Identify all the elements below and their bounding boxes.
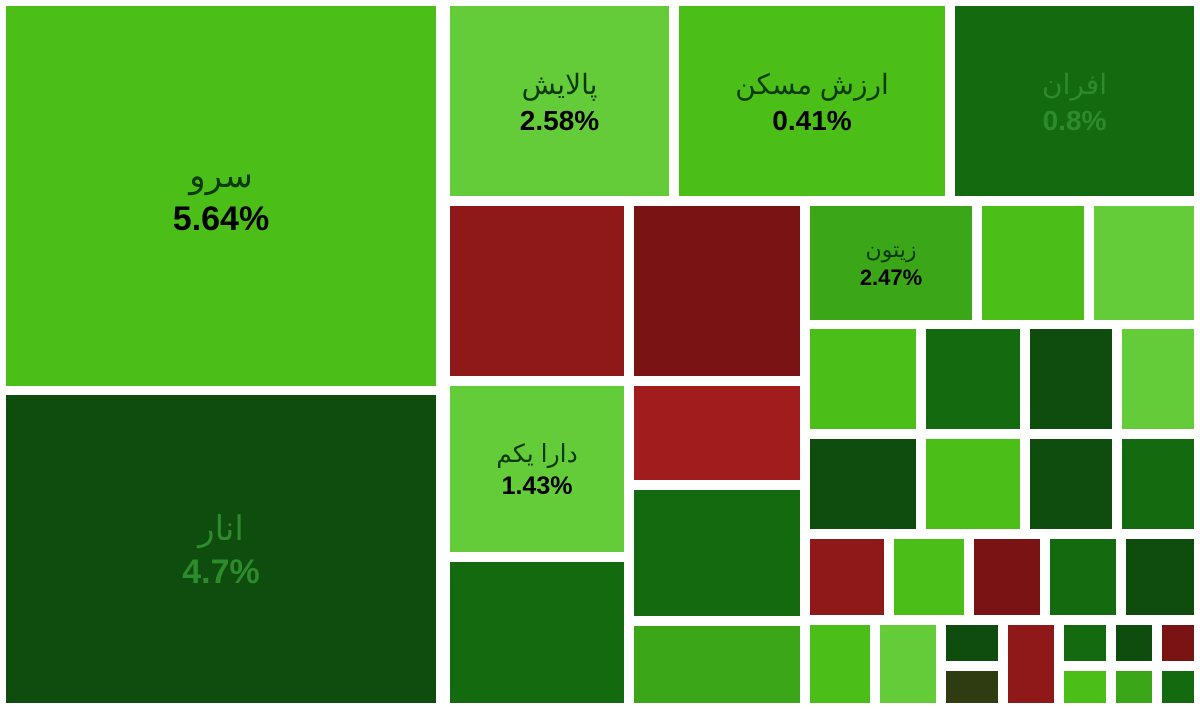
treemap-cell-r5c3b[interactable]: [943, 668, 1001, 706]
treemap-cell-r2b-d[interactable]: [1119, 326, 1197, 432]
treemap-cell-r2c1[interactable]: [447, 203, 627, 379]
treemap-cell-r3c5[interactable]: [1027, 436, 1115, 532]
cell-label: افران: [1042, 65, 1107, 104]
treemap-cell-r3c4[interactable]: [923, 436, 1023, 532]
cell-value: 4.7%: [182, 553, 260, 592]
treemap-cell-afran[interactable]: افران0.8%: [952, 3, 1197, 199]
treemap-cell-r2c5[interactable]: [1091, 203, 1197, 323]
treemap-cell-anar[interactable]: انار4.7%: [3, 392, 439, 706]
treemap-cell-r5c5b[interactable]: [1061, 668, 1109, 706]
cell-label: دارا یکم: [496, 437, 577, 472]
treemap-cell-daraykom[interactable]: دارا یکم1.43%: [447, 383, 627, 555]
cell-value: 1.43%: [502, 472, 573, 501]
treemap-cell-r2c4[interactable]: [979, 203, 1087, 323]
treemap-cell-zeitoon[interactable]: زیتون2.47%: [807, 203, 975, 323]
treemap-cell-r3c3[interactable]: [807, 436, 919, 532]
cell-value: 2.47%: [860, 265, 922, 291]
cell-label: زیتون: [866, 235, 917, 266]
treemap-cell-r5c7[interactable]: [1159, 622, 1197, 664]
treemap-cell-r2b-a[interactable]: [807, 326, 919, 432]
treemap-cell-r4c2[interactable]: [891, 536, 967, 618]
treemap-cell-r4c3[interactable]: [971, 536, 1043, 618]
cell-label: سرو: [189, 153, 253, 201]
cell-value: 5.64%: [173, 200, 269, 239]
treemap-cell-r2b-c[interactable]: [1027, 326, 1115, 432]
treemap-cell-r5c3[interactable]: [943, 622, 1001, 664]
treemap-cell-r3c6[interactable]: [1119, 436, 1197, 532]
cell-label: ارزش مسکن: [735, 65, 889, 104]
treemap-cell-r2c2[interactable]: [631, 203, 803, 379]
treemap-cell-r5c6b[interactable]: [1113, 668, 1155, 706]
treemap-cell-r5c4[interactable]: [1005, 622, 1057, 706]
treemap-cell-r3c2b[interactable]: [631, 487, 803, 619]
treemap-cell-r4c5[interactable]: [1123, 536, 1197, 618]
treemap-cell-r5b[interactable]: [631, 623, 803, 706]
treemap-cell-r2b-b[interactable]: [923, 326, 1023, 432]
cell-value: 0.41%: [772, 105, 851, 137]
treemap-cell-r5c6[interactable]: [1113, 622, 1155, 664]
treemap-cell-r5c5[interactable]: [1061, 622, 1109, 664]
cell-label: انار: [198, 506, 244, 554]
treemap-cell-r4c4[interactable]: [1047, 536, 1119, 618]
treemap-cell-r4c1[interactable]: [807, 536, 887, 618]
treemap-cell-arzesh-maskan[interactable]: ارزش مسکن0.41%: [676, 3, 948, 199]
cell-label: پالایش: [522, 65, 598, 104]
treemap-cell-r5c1[interactable]: [807, 622, 873, 706]
treemap-cell-r5a[interactable]: [447, 559, 627, 706]
cell-value: 0.8%: [1043, 105, 1107, 137]
treemap-cell-palayesh[interactable]: پالایش2.58%: [447, 3, 672, 199]
treemap-cell-r5c2[interactable]: [877, 622, 939, 706]
treemap-cell-r5c7b[interactable]: [1159, 668, 1197, 706]
cell-value: 2.58%: [520, 105, 599, 137]
treemap-cell-r3c2[interactable]: [631, 383, 803, 483]
treemap-cell-sarv[interactable]: سرو5.64%: [3, 3, 439, 389]
